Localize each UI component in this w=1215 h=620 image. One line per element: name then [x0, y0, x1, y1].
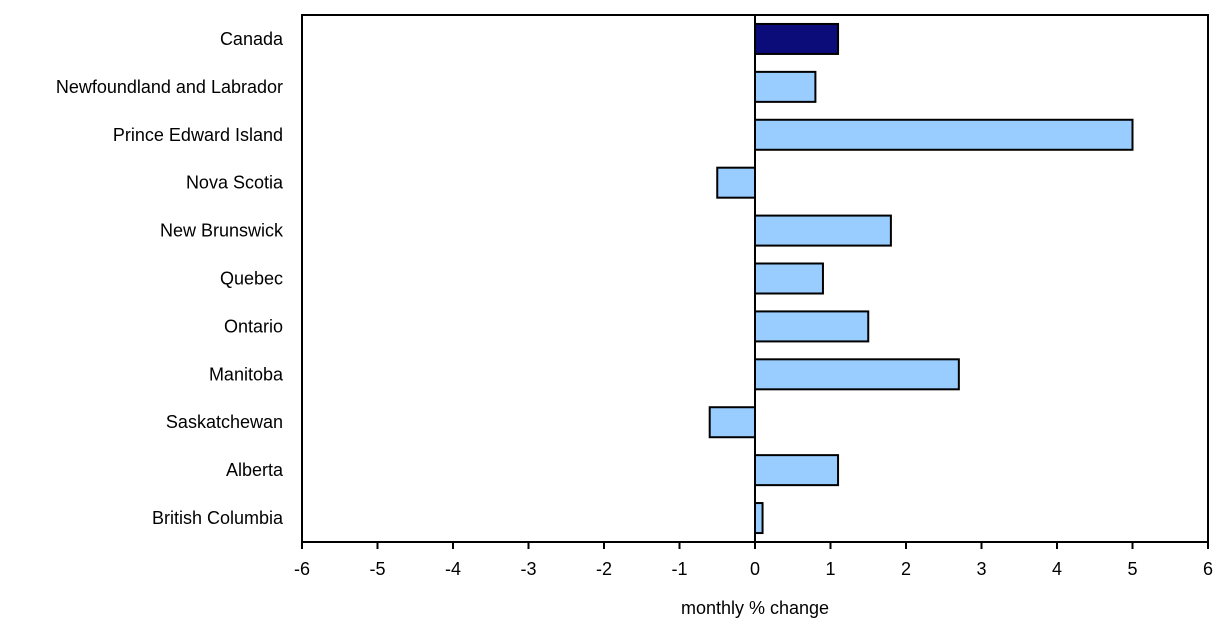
bar-ontario	[754, 310, 870, 343]
x-tick-label: 1	[825, 559, 835, 579]
x-tick-label: 3	[976, 559, 986, 579]
bar-newfoundland-and-labrador	[754, 70, 817, 103]
x-tick-label: 4	[1052, 559, 1062, 579]
x-tick-label: -5	[369, 559, 385, 579]
bar-british-columbia	[754, 502, 764, 535]
bar-quebec	[754, 262, 824, 295]
x-tick-label: -4	[445, 559, 461, 579]
category-label-canada: Canada	[220, 29, 284, 49]
x-tick-label: 6	[1203, 559, 1213, 579]
x-tick-label: 5	[1127, 559, 1137, 579]
bar-manitoba	[754, 358, 960, 391]
category-label-prince-edward-island: Prince Edward Island	[113, 125, 283, 145]
bar-nova-scotia	[716, 166, 756, 199]
x-ticks: -6 -5 -4 -3 -2 -1 0 1 2 3 4 5 6	[294, 542, 1213, 579]
category-label-new-brunswick: New Brunswick	[160, 221, 284, 241]
category-label-nova-scotia: Nova Scotia	[186, 173, 284, 193]
category-label-quebec: Quebec	[220, 269, 283, 289]
bar-prince-edward-island	[754, 118, 1134, 151]
category-labels: Canada Newfoundland and Labrador Prince Ed…	[56, 29, 284, 528]
x-tick-label: -6	[294, 559, 310, 579]
x-tick-label: 2	[901, 559, 911, 579]
bar-saskatchewan	[708, 406, 757, 439]
x-tick-label: -2	[596, 559, 612, 579]
category-label-british-columbia: British Columbia	[152, 508, 284, 528]
x-tick-label: -1	[671, 559, 687, 579]
x-tick-label: -3	[520, 559, 536, 579]
category-label-ontario: Ontario	[224, 316, 283, 336]
bar-new-brunswick	[754, 214, 892, 247]
category-label-saskatchewan: Saskatchewan	[166, 412, 283, 432]
x-axis-label: monthly % change	[681, 598, 829, 618]
x-tick-label: 0	[750, 559, 760, 579]
bar-canada	[754, 22, 840, 55]
category-label-newfoundland-and-labrador: Newfoundland and Labrador	[56, 77, 283, 97]
category-label-manitoba: Manitoba	[209, 364, 284, 384]
bar-alberta	[754, 454, 840, 487]
category-label-alberta: Alberta	[226, 460, 284, 480]
